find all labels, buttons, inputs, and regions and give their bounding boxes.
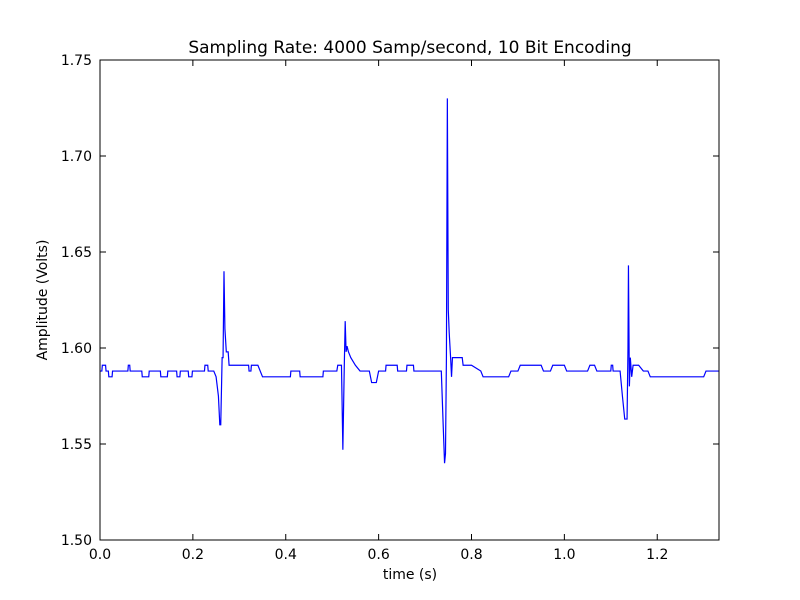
y-tick-label: 1.70	[61, 149, 92, 165]
y-tick-label: 1.75	[61, 53, 92, 69]
plot-frame	[99, 59, 720, 541]
x-tick-label: 0.6	[367, 547, 389, 563]
chart-title: Sampling Rate: 4000 Samp/second, 10 Bit …	[188, 38, 631, 58]
y-tick-label: 1.60	[61, 341, 92, 357]
data-line	[100, 98, 719, 464]
y-axis-label: Amplitude (Volts)	[35, 240, 51, 361]
x-tick-label: 1.2	[646, 547, 668, 563]
x-axis-label: time (s)	[383, 567, 437, 583]
y-tick-label: 1.50	[61, 533, 92, 549]
x-tick-label: 0.4	[275, 547, 297, 563]
y-tick-label: 1.55	[61, 437, 92, 453]
x-tick-label: 0.2	[182, 547, 204, 563]
x-tick-label: 0.0	[89, 547, 111, 563]
x-tick-label: 0.8	[460, 547, 482, 563]
x-tick-label: 1.0	[553, 547, 575, 563]
y-tick-label: 1.65	[61, 245, 92, 261]
